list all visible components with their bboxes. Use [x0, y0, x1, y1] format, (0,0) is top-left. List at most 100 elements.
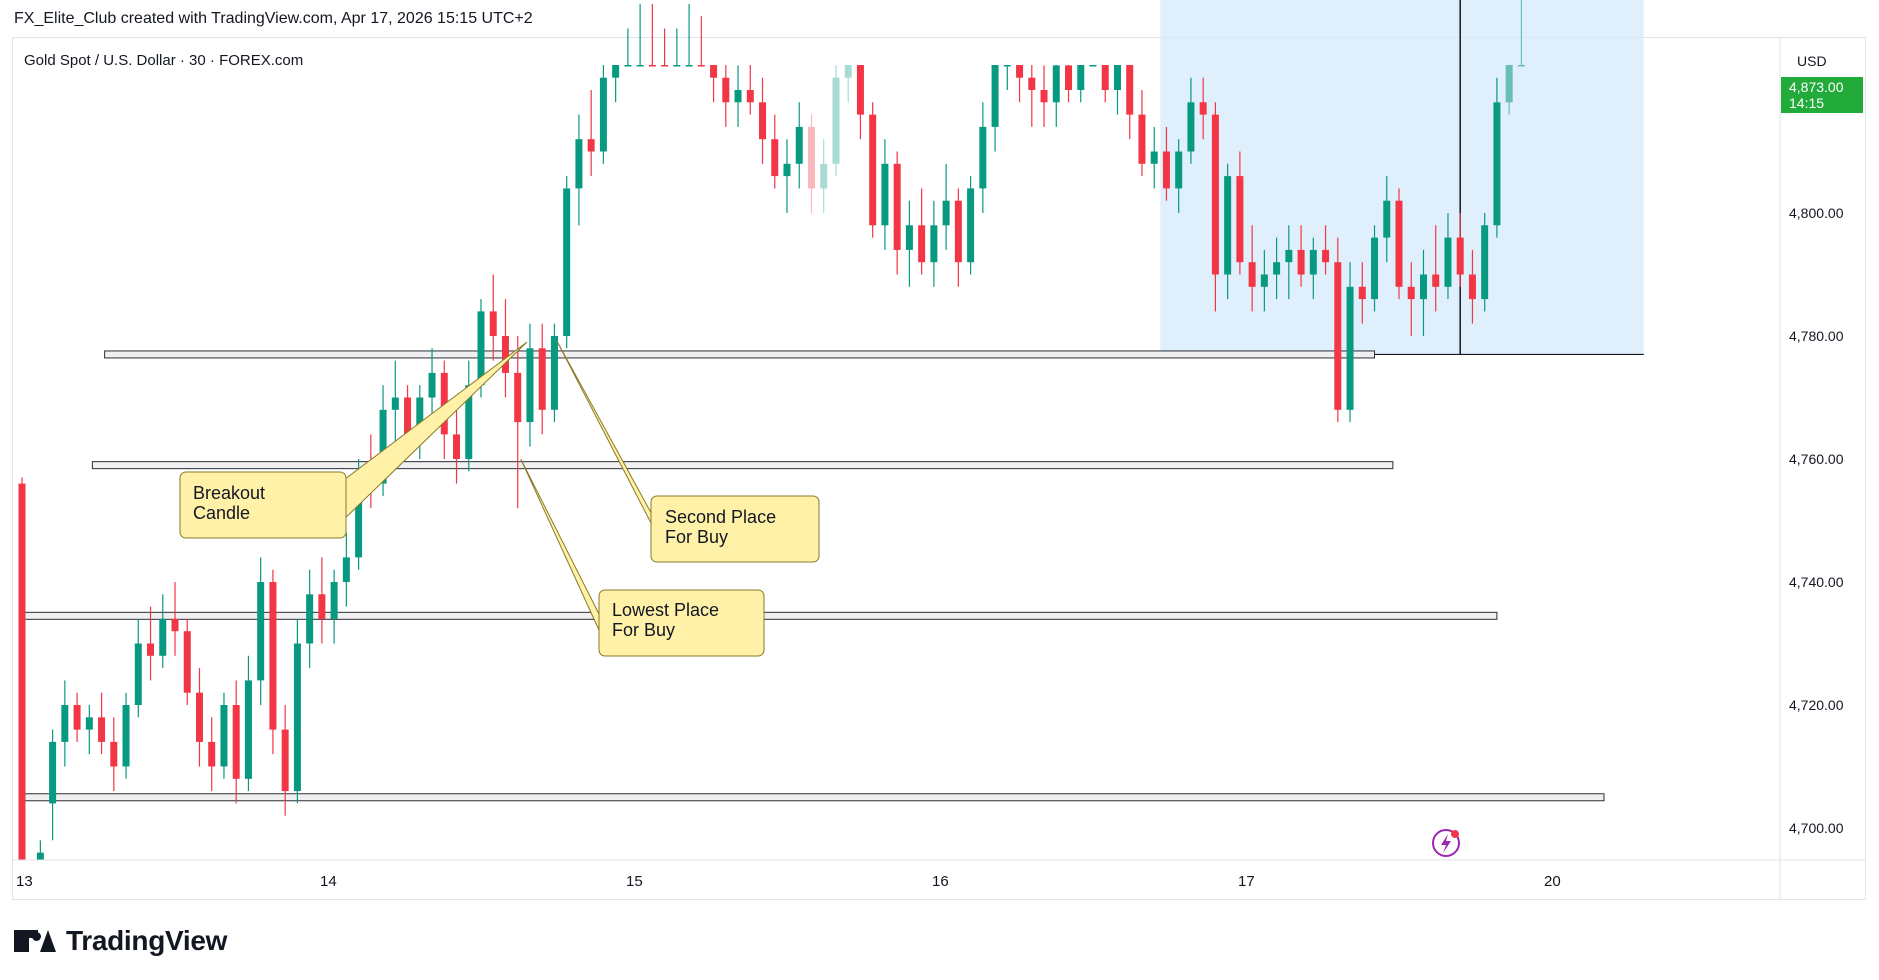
candle-body [1493, 102, 1501, 226]
candle-body [1285, 249, 1293, 263]
candle-body [1444, 237, 1452, 287]
candle [18, 477, 26, 860]
candle [1468, 249, 1476, 324]
candle [661, 28, 669, 67]
candle-body [465, 385, 473, 459]
candle-body [991, 65, 999, 127]
candle [514, 336, 522, 509]
candle [759, 77, 767, 164]
candle [110, 717, 118, 792]
candle-body [967, 188, 975, 263]
candle-body [722, 77, 730, 103]
candle [1126, 65, 1134, 140]
measure-box[interactable] [1160, 0, 1644, 355]
candle-body [453, 434, 461, 459]
candle [1395, 188, 1403, 300]
candle [710, 65, 718, 103]
candle-body [391, 397, 399, 410]
candle-body [1126, 65, 1134, 115]
candle [159, 594, 167, 669]
candle-body [918, 225, 926, 263]
candle-body [783, 163, 791, 177]
price-tick-label: 4,720.00 [1789, 697, 1844, 713]
candle-body [1138, 114, 1146, 164]
candle [1444, 213, 1452, 300]
candle [575, 114, 583, 226]
candle-body [1065, 65, 1073, 90]
support-level-2[interactable] [91, 461, 1394, 470]
candle [612, 65, 620, 103]
candle-body [1236, 176, 1244, 263]
candle-body [1309, 249, 1317, 275]
candle-body [636, 65, 644, 67]
candle [673, 28, 681, 67]
candle-body [795, 126, 803, 164]
candle [538, 323, 546, 435]
candle [697, 16, 705, 67]
candle-body [404, 397, 412, 435]
candle-body [110, 741, 118, 767]
candle [501, 299, 509, 398]
candle [1493, 77, 1501, 238]
candle-body [18, 483, 26, 860]
candle [1297, 225, 1305, 287]
candle [1016, 65, 1024, 103]
candle [171, 582, 179, 656]
candle [1077, 65, 1085, 103]
candle [1285, 225, 1293, 300]
candle-body [208, 741, 216, 767]
chart-canvas[interactable]: 112.72 (2.36%) 11,272 BreakoutCandleSeco… [0, 0, 1879, 920]
candle-body [844, 65, 852, 78]
currency-label[interactable]: USD [1797, 53, 1827, 69]
candle [771, 114, 779, 189]
lightning-icon[interactable] [1432, 829, 1460, 857]
tradingview-logo[interactable]: TradingView [14, 923, 227, 959]
candle-body [1150, 151, 1158, 164]
candle-body [195, 692, 203, 742]
candle-body [771, 139, 779, 177]
candle [330, 569, 338, 644]
candle-body [563, 188, 571, 336]
callout-text: Candle [193, 503, 250, 523]
candle-body [599, 77, 607, 152]
candle [293, 618, 301, 804]
candle-body [147, 643, 155, 656]
candle [991, 65, 999, 152]
measure-layer: 112.72 (2.36%) 11,272 [1160, 0, 1644, 356]
candle-body [1199, 102, 1207, 115]
time-tick-label: 16 [932, 873, 949, 890]
time-tick-label: 14 [320, 873, 337, 890]
price-label-bg [1781, 77, 1863, 97]
candle-body [501, 336, 509, 373]
candle [36, 840, 44, 860]
candle-body [220, 705, 228, 767]
candle [844, 65, 852, 103]
support-level-1[interactable] [104, 350, 1376, 359]
callout-text: Second Place [665, 507, 776, 527]
candle-body [183, 631, 191, 693]
candle [1224, 163, 1232, 300]
candle [832, 65, 840, 177]
candle [147, 606, 155, 681]
candle-body [281, 729, 289, 792]
candle-body [477, 311, 485, 386]
candle-body [36, 852, 44, 860]
candle [918, 188, 926, 275]
callout-text: Breakout [193, 483, 265, 503]
candle [1383, 176, 1391, 263]
candle [1211, 102, 1219, 312]
candle-body [514, 372, 522, 423]
candle-body [526, 348, 534, 423]
tradingview-logo-icon [14, 926, 56, 956]
candle [526, 323, 534, 447]
candle-body [1187, 102, 1195, 152]
candle [1358, 262, 1366, 324]
support-level-4[interactable] [21, 793, 1605, 802]
candle [195, 668, 203, 767]
candle [1003, 65, 1011, 90]
candle [1236, 151, 1244, 275]
